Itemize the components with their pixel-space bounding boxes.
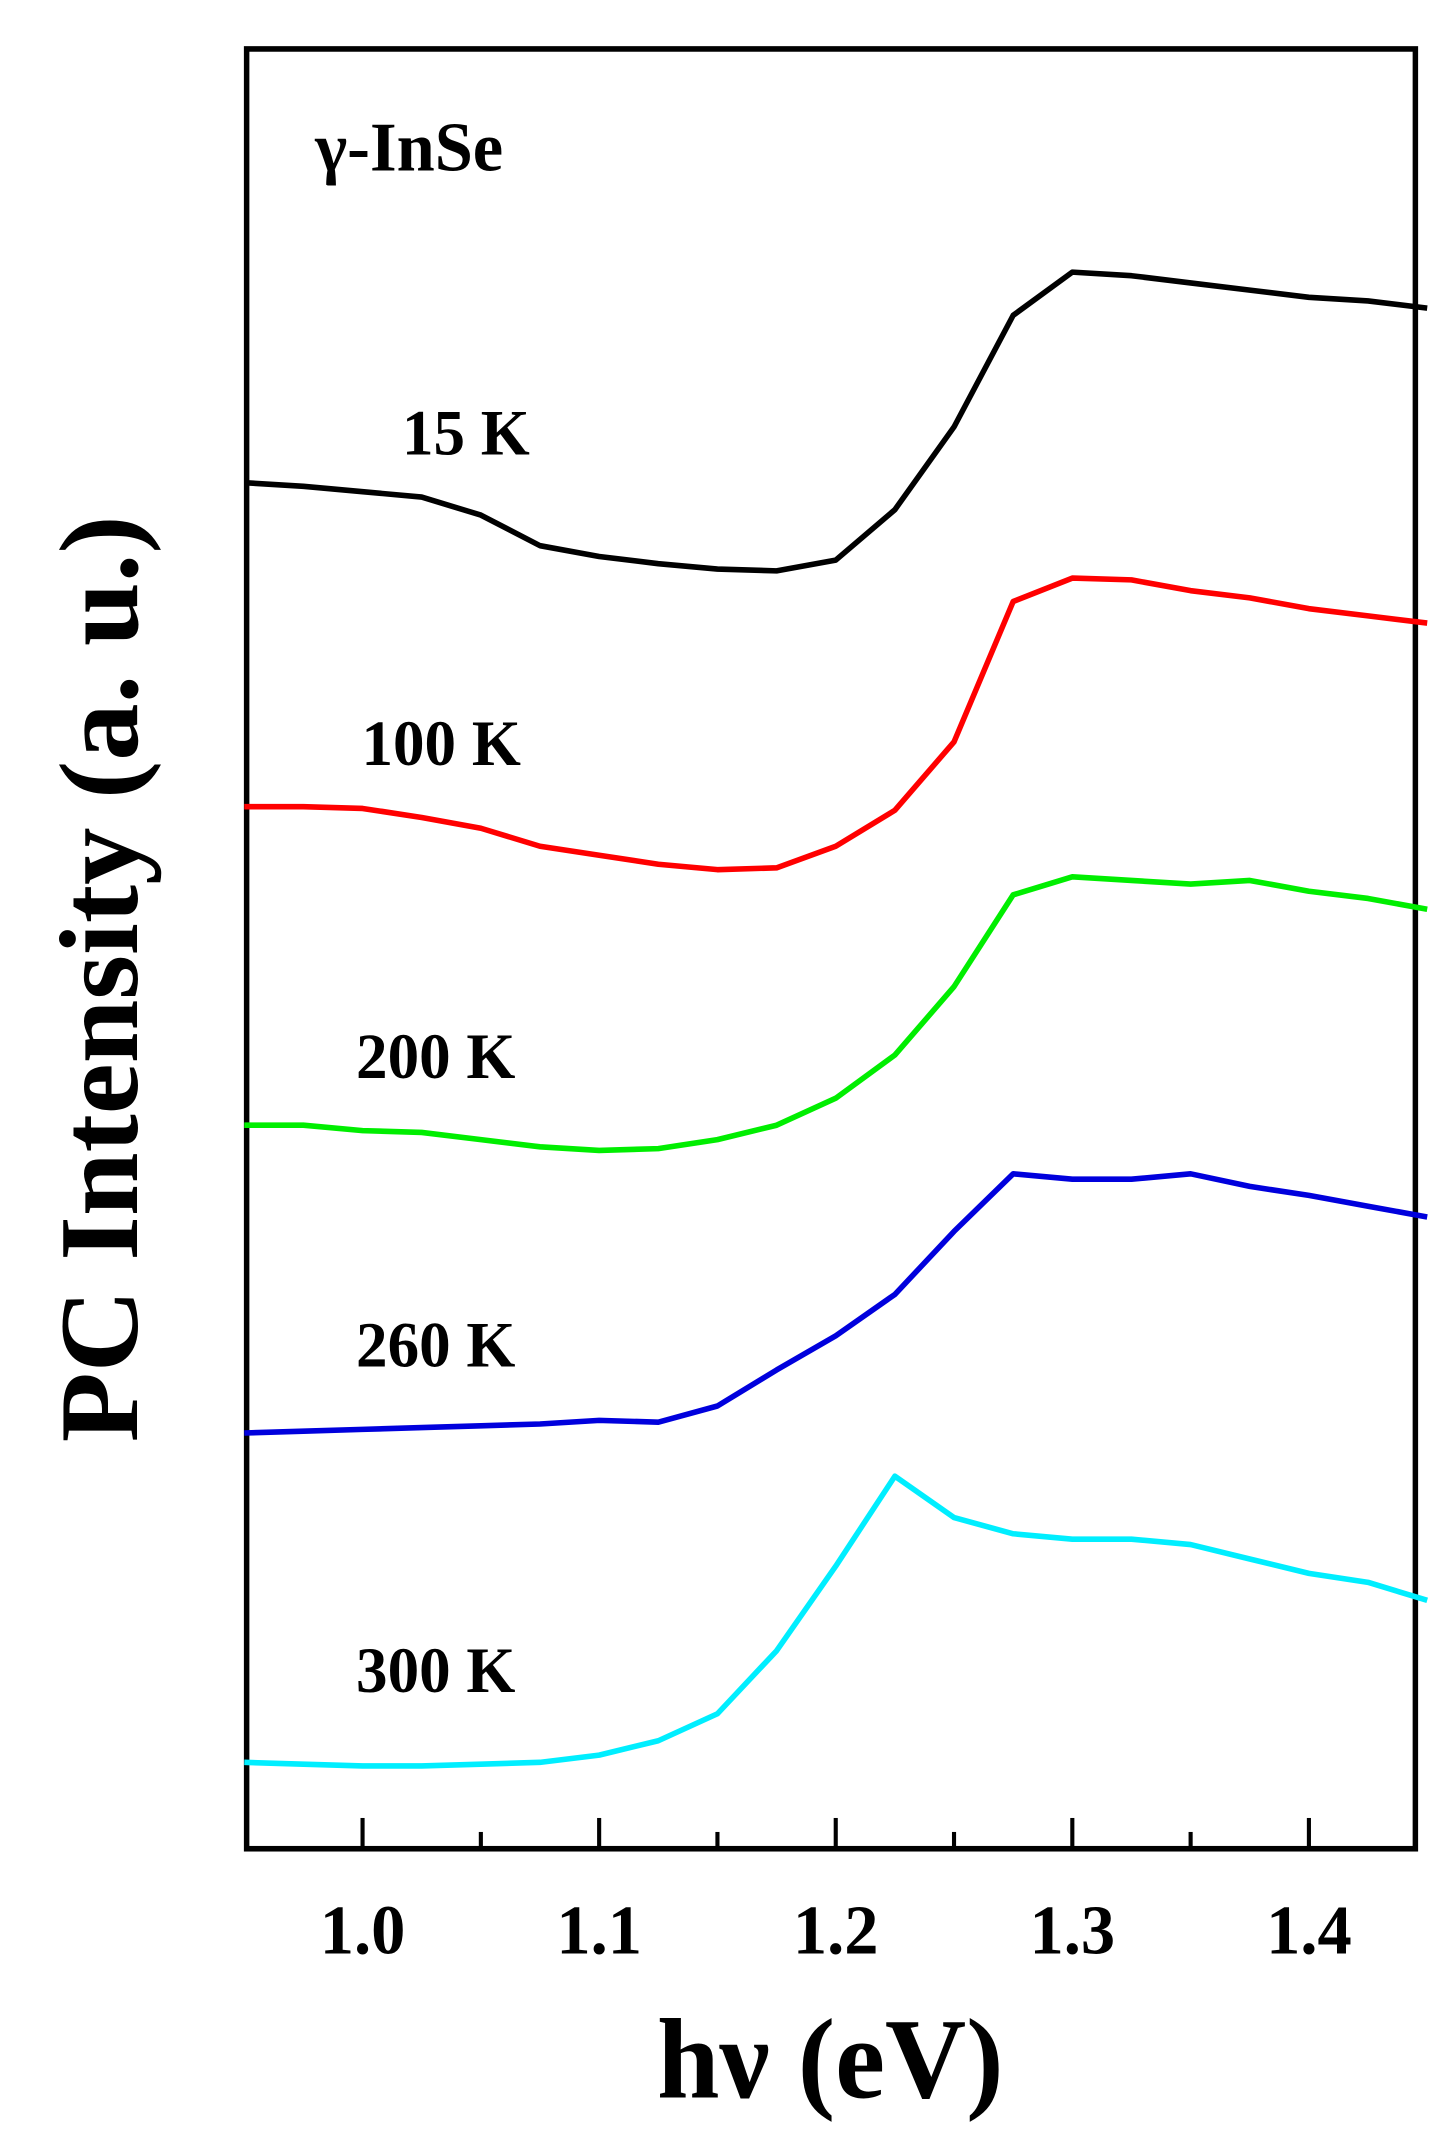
x-axis-label: hν (eV) xyxy=(657,1996,1004,2123)
plot-frame xyxy=(243,46,1419,1852)
series-line xyxy=(244,1171,1428,1436)
series-label: 200 K xyxy=(356,1021,516,1093)
series-line xyxy=(244,1473,1428,1769)
x-tick-label: 1.2 xyxy=(793,1891,879,1969)
series-line xyxy=(244,269,1428,574)
x-tick-label: 1.3 xyxy=(1030,1891,1116,1969)
x-tick-label: 1.0 xyxy=(320,1891,406,1969)
series-label: 260 K xyxy=(356,1309,516,1381)
x-tick-label: 1.4 xyxy=(1266,1891,1352,1969)
y-axis-label: PC Intensity (a. u.) xyxy=(37,516,162,1443)
series-line xyxy=(244,575,1428,873)
series-label: 100 K xyxy=(362,707,522,779)
annotation: γ-InSe xyxy=(314,108,503,186)
series-label: 300 K xyxy=(356,1635,516,1707)
x-tick-label: 1.1 xyxy=(556,1891,642,1969)
series-line xyxy=(244,874,1428,1154)
series-label: 15 K xyxy=(402,397,530,469)
